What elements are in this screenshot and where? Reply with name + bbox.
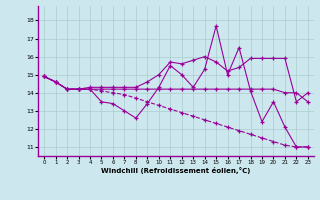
X-axis label: Windchill (Refroidissement éolien,°C): Windchill (Refroidissement éolien,°C) — [101, 167, 251, 174]
